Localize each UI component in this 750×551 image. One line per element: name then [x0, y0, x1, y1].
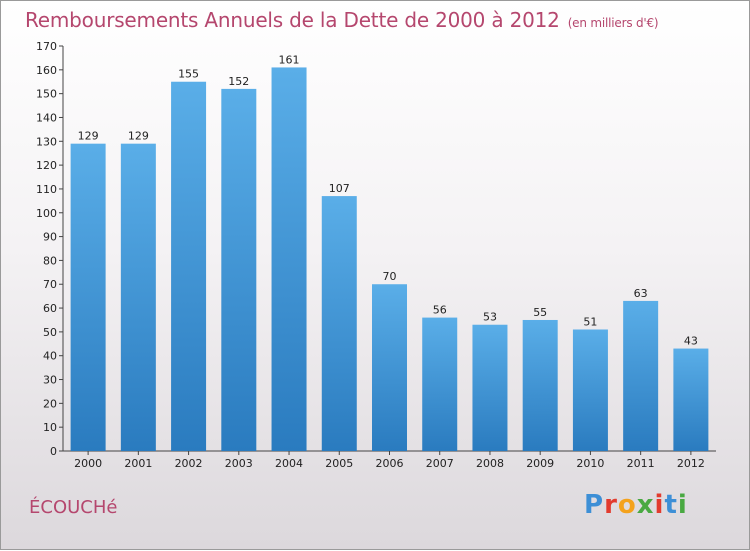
data-label: 56 [433, 304, 447, 317]
proxiti-logo[interactable]: Proxiti [584, 490, 688, 520]
logo-letter: i [654, 490, 665, 520]
logo-letter: o [617, 490, 637, 520]
chart-title: Remboursements Annuels de la Dette de 20… [25, 8, 659, 32]
y-tick-label: 50 [43, 326, 57, 339]
chart-title-text: Remboursements Annuels de la Dette de 20… [25, 8, 560, 32]
y-tick-label: 10 [43, 421, 57, 434]
bar-2011 [623, 300, 659, 451]
y-tick-label: 130 [36, 135, 57, 148]
y-tick-label: 160 [36, 64, 57, 77]
x-tick-label: 2011 [627, 457, 655, 470]
bar-2010 [572, 329, 608, 451]
data-label: 155 [178, 68, 199, 81]
y-tick-label: 120 [36, 159, 57, 172]
chart-axes: 0 10 20 30 40 50 60 70 80 90 100 110 120 130 140 150 160… [36, 40, 716, 458]
y-tick-label: 40 [43, 350, 57, 363]
y-tick-label: 0 [50, 445, 57, 458]
data-label: 63 [634, 287, 648, 300]
x-tick-label: 2007 [426, 457, 454, 470]
x-tick-label: 2012 [677, 457, 705, 470]
bar-2002 [171, 81, 207, 451]
data-label: 55 [533, 306, 547, 319]
logo-letter: x [636, 490, 655, 520]
x-tick-label: 2004 [275, 457, 303, 470]
x-tick-label: 2005 [325, 457, 353, 470]
data-label: 129 [128, 130, 149, 143]
y-tick-label: 20 [43, 397, 57, 410]
y-tick-label: 140 [36, 111, 57, 124]
data-label: 70 [383, 270, 397, 283]
commune-name: ÉCOUCHé [29, 497, 118, 518]
data-label: 129 [78, 130, 99, 143]
y-tick-label: 150 [36, 88, 57, 101]
logo-letter: t [664, 490, 678, 520]
x-tick-label: 2009 [526, 457, 554, 470]
logo-letter: P [584, 490, 605, 520]
bar-2009 [522, 319, 558, 451]
data-label: 161 [279, 53, 300, 66]
y-tick-label: 70 [43, 278, 57, 291]
x-tick-label: 2000 [74, 457, 102, 470]
x-tick-label: 2008 [476, 457, 504, 470]
y-tick-label: 80 [43, 254, 57, 267]
y-tick-label: 90 [43, 231, 57, 244]
bar-2007 [422, 317, 458, 451]
bar-2000 [70, 143, 106, 452]
data-label: 107 [329, 182, 350, 195]
x-tick-label: 2001 [124, 457, 152, 470]
data-label: 43 [684, 335, 698, 348]
y-tick-label: 170 [36, 40, 57, 53]
chart-unit: (en milliers d'€) [567, 16, 659, 30]
data-label: 51 [583, 316, 597, 329]
bar-2004 [271, 67, 307, 452]
bar-2001 [120, 143, 156, 452]
logo-letter: i [677, 490, 688, 520]
y-tick-label: 60 [43, 302, 57, 315]
bar-2012 [673, 348, 709, 451]
y-tick-label: 100 [36, 207, 57, 220]
x-tick-label: 2010 [576, 457, 604, 470]
logo-letter: r [604, 490, 618, 520]
data-label: 53 [483, 311, 497, 324]
bar-2005 [321, 196, 357, 451]
x-tick-label: 2002 [175, 457, 203, 470]
bar-2008 [472, 324, 508, 451]
x-tick-label: 2006 [376, 457, 404, 470]
bar-2006 [372, 284, 407, 451]
data-label: 152 [228, 75, 249, 88]
chart-bars [70, 67, 709, 452]
x-tick-label: 2003 [225, 457, 253, 470]
y-tick-label: 30 [43, 374, 57, 387]
bar-2003 [221, 88, 257, 451]
y-tick-label: 110 [36, 183, 57, 196]
chart-labels: 2000 129 2001 129 2002 155 2003 152 2004 161 2005 1… [74, 53, 705, 470]
